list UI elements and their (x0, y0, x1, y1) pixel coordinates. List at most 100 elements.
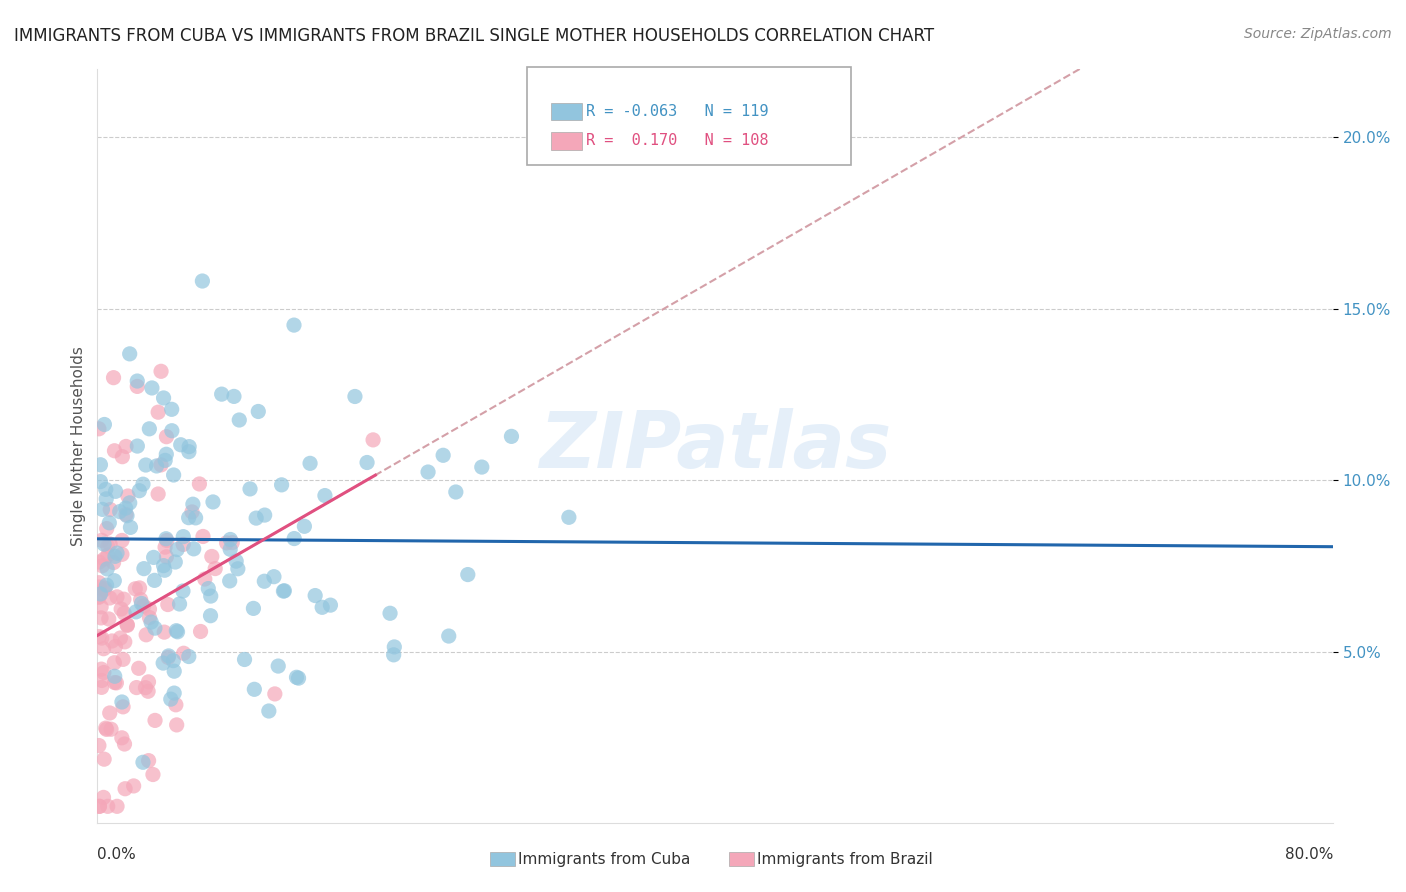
Point (112, 592, 135, 607)
Point (153, 563, 176, 577)
Point (287, 671, 309, 685)
Point (292, 519, 315, 533)
Point (93, 665, 115, 680)
Point (172, 584, 194, 599)
Point (155, 549, 177, 564)
Point (177, 510, 200, 524)
Point (115, 439, 138, 453)
Point (93, 552, 115, 566)
Point (89, 587, 111, 601)
Point (103, 443, 125, 458)
Point (179, 440, 201, 454)
Point (165, 698, 187, 712)
Point (163, 686, 186, 700)
Point (253, 574, 276, 589)
Point (432, 448, 454, 462)
Point (110, 602, 132, 616)
Point (98, 516, 121, 530)
Point (108, 505, 131, 519)
Point (157, 650, 180, 665)
Point (129, 592, 152, 607)
Point (165, 624, 187, 638)
Point (111, 533, 134, 548)
Point (141, 381, 163, 395)
Point (204, 561, 226, 575)
Point (285, 670, 308, 684)
Point (173, 646, 195, 660)
Point (263, 687, 285, 701)
Point (139, 615, 162, 629)
Point (416, 465, 439, 479)
Point (311, 600, 333, 615)
Point (138, 754, 160, 768)
Point (132, 561, 155, 575)
Point (134, 681, 156, 695)
Point (221, 535, 243, 549)
Text: 0.0%: 0.0% (97, 847, 136, 863)
Point (299, 456, 322, 470)
Point (378, 607, 401, 621)
Point (94, 581, 117, 595)
Point (105, 590, 128, 604)
Point (239, 482, 262, 496)
Point (132, 599, 155, 613)
Point (127, 379, 149, 393)
Point (215, 536, 238, 550)
Point (128, 483, 150, 498)
Point (114, 781, 136, 796)
Point (219, 533, 242, 547)
Point (138, 610, 160, 624)
Point (115, 508, 138, 522)
Point (90, 533, 112, 548)
Point (117, 618, 139, 632)
Point (90, 611, 112, 625)
Point (98, 502, 121, 516)
Point (87, 555, 110, 569)
Point (87, 422, 110, 436)
Point (225, 554, 247, 568)
Point (283, 532, 305, 546)
Text: ZIPatlas: ZIPatlas (538, 408, 891, 484)
Point (87, 591, 110, 605)
Point (98, 537, 121, 551)
Point (150, 364, 173, 378)
Point (122, 779, 145, 793)
Text: Immigrants from Cuba: Immigrants from Cuba (519, 852, 690, 867)
Point (201, 549, 224, 564)
Point (273, 583, 295, 598)
Point (89, 799, 111, 814)
Point (89, 580, 111, 594)
Point (91, 558, 114, 573)
Point (263, 570, 285, 584)
Point (111, 731, 134, 745)
Point (87, 575, 110, 590)
Point (382, 640, 405, 654)
Point (155, 532, 177, 546)
Point (159, 692, 181, 706)
Point (132, 756, 155, 770)
Point (90, 681, 112, 695)
Point (146, 405, 169, 419)
Point (166, 718, 188, 732)
Point (156, 533, 179, 548)
Point (118, 347, 141, 361)
Point (162, 654, 184, 668)
Point (103, 574, 125, 588)
Point (253, 508, 276, 522)
Point (382, 648, 405, 662)
Point (135, 628, 157, 642)
Point (361, 433, 384, 447)
Point (170, 438, 193, 452)
Point (96, 578, 118, 592)
Point (228, 413, 250, 427)
Point (89, 458, 111, 472)
Point (90, 673, 112, 688)
Point (153, 540, 176, 554)
Point (136, 684, 159, 698)
Point (501, 429, 523, 443)
Point (152, 391, 174, 405)
Text: Source: ZipAtlas.com: Source: ZipAtlas.com (1244, 27, 1392, 41)
Point (87, 590, 110, 604)
Point (112, 652, 135, 666)
Point (142, 767, 165, 781)
